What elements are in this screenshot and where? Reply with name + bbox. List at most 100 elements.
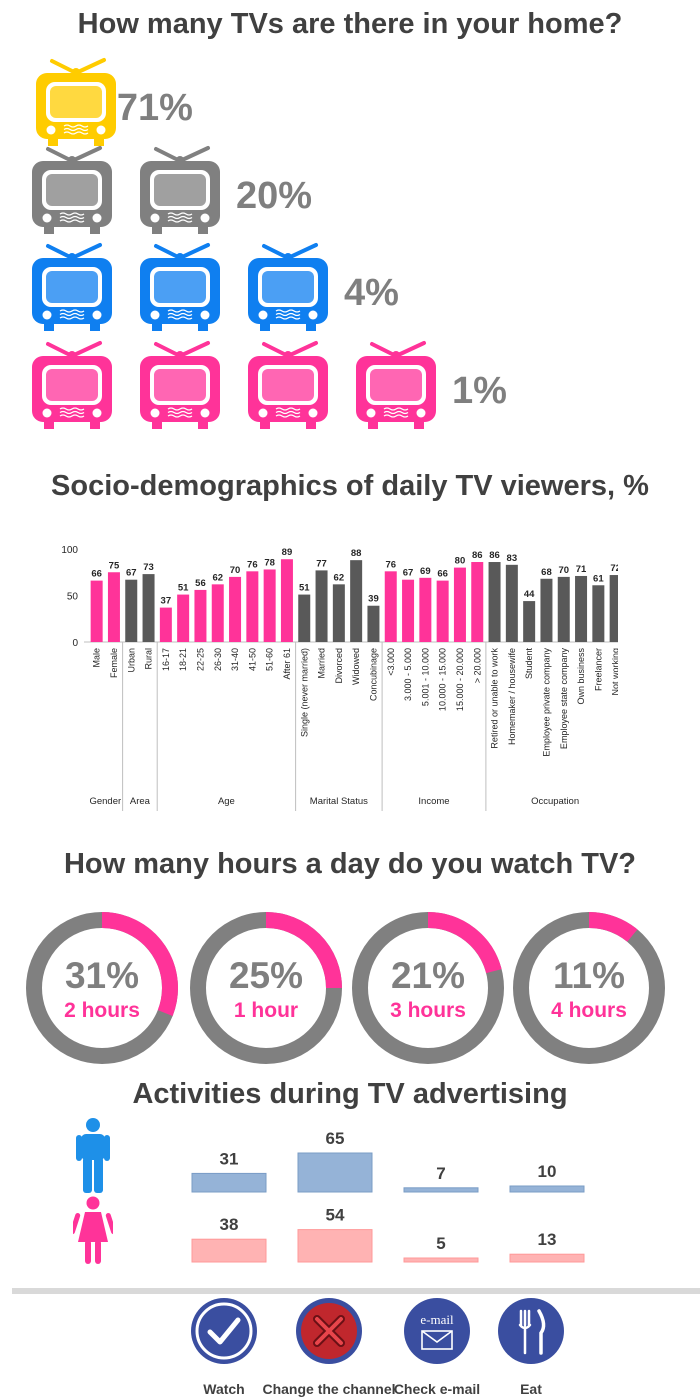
- activity-data-label: 7: [436, 1164, 445, 1183]
- fork-knife-icon: [497, 1297, 565, 1365]
- demo-category-label: 31-40: [230, 648, 240, 671]
- male-activity-bar: [509, 1185, 585, 1193]
- demo-category-label: > 20.000: [472, 648, 482, 683]
- demo-bar: [211, 584, 224, 642]
- male-activity-bar: [191, 1172, 267, 1193]
- cross-icon: [295, 1297, 363, 1365]
- donut-arc: [265, 912, 342, 989]
- demo-category-label: Widowed: [351, 648, 361, 685]
- demo-category-label: Married: [317, 648, 327, 679]
- demo-data-label: 75: [109, 560, 120, 571]
- group-label: Income: [418, 796, 449, 807]
- demo-data-label: 66: [437, 569, 448, 580]
- tv-row-percent: 4%: [344, 272, 399, 314]
- demo-data-label: 44: [524, 589, 535, 600]
- y-tick-label: 50: [67, 592, 79, 603]
- hours-donut: 11% 4 hours: [509, 903, 669, 1073]
- tv-icon: [248, 341, 328, 429]
- demo-bar: [350, 560, 363, 642]
- demo-bar: [609, 575, 618, 642]
- demo-category-label: Single (never married): [299, 648, 309, 737]
- demo-category-label: 15.000 - 20.000: [455, 648, 465, 711]
- demo-bar: [159, 607, 172, 642]
- demo-data-label: 67: [126, 568, 137, 579]
- demo-data-label: 62: [212, 572, 223, 583]
- demo-category-label: Concubinage: [368, 648, 378, 701]
- demo-category-label: <3.000: [386, 648, 396, 676]
- donut-ring: [190, 912, 342, 1064]
- donut-label: 1 hour: [233, 999, 299, 1022]
- tv-icon: [140, 146, 220, 234]
- demo-bar: [453, 567, 466, 642]
- group-label: Gender: [89, 796, 121, 807]
- demo-bar: [505, 564, 518, 642]
- demo-data-label: 51: [178, 583, 189, 594]
- demo-data-label: 80: [455, 556, 466, 567]
- female-activity-bar: [403, 1257, 479, 1263]
- activities-title: Activities during TV advertising: [132, 1078, 568, 1110]
- demo-category-label: Homemaker / housewife: [507, 648, 517, 745]
- demo-category-label: Divorced: [334, 648, 344, 684]
- activity-data-label: 5: [436, 1234, 445, 1253]
- demo-category-label: 3.000 - 5.000: [403, 648, 413, 701]
- footer-label: Change the channel: [262, 1381, 396, 1397]
- demo-data-label: 73: [143, 562, 154, 573]
- hours-donut: 31% 2 hours: [22, 903, 182, 1073]
- donut-arc: [588, 912, 638, 942]
- demo-bar: [384, 571, 397, 642]
- hours-title: How many hours a day do you watch TV?: [63, 848, 637, 880]
- demo-category-label: Rural: [144, 648, 154, 670]
- demo-bar: [107, 572, 120, 642]
- footer-label: Watch: [203, 1381, 245, 1397]
- demo-bar: [263, 569, 276, 642]
- group-label: Marital Status: [310, 796, 368, 807]
- demo-data-label: 76: [385, 559, 396, 570]
- activities-chart: 31 65 7 10 38 54 5 13: [191, 1129, 585, 1263]
- demo-category-label: Female: [109, 648, 119, 678]
- donut-label: 4 hours: [551, 999, 627, 1022]
- tv-icon: [140, 243, 220, 331]
- demo-data-label: 39: [368, 594, 379, 605]
- demo-bar: [315, 570, 328, 642]
- divider: [12, 1288, 700, 1294]
- demo-bar: [402, 579, 415, 642]
- demo-data-label: 77: [316, 558, 327, 569]
- demo-category-label: 16-17: [161, 648, 171, 671]
- tv-icon: [356, 341, 436, 429]
- demo-data-label: 66: [91, 569, 102, 580]
- demo-category-label: 22-25: [195, 648, 205, 671]
- demo-bar: [575, 575, 588, 642]
- donut-percent: 11%: [552, 955, 625, 996]
- tv-row-percent: 20%: [236, 175, 313, 217]
- donut-ring: [352, 912, 504, 1064]
- female-activity-bar: [509, 1253, 585, 1263]
- female-activity-bar: [297, 1229, 373, 1263]
- donut-percent: 31%: [64, 955, 140, 996]
- activity-data-label: 13: [538, 1230, 557, 1249]
- demo-bar: [125, 579, 138, 642]
- donut-ring: [513, 912, 665, 1064]
- demo-bar: [229, 576, 242, 642]
- demo-data-label: 86: [472, 550, 483, 561]
- donut-percent: 21%: [390, 955, 466, 996]
- demo-data-label: 88: [351, 548, 362, 559]
- tv-row-percent: 71%: [116, 87, 193, 129]
- tv-icon: [32, 341, 112, 429]
- demo-bar: [298, 594, 311, 642]
- demo-category-label: Not working: [611, 648, 618, 696]
- demo-data-label: 89: [282, 547, 293, 558]
- activity-data-label: 31: [220, 1149, 239, 1168]
- donut-label: 3 hours: [390, 999, 466, 1022]
- tv-icon: [32, 146, 112, 234]
- demo-data-label: 86: [489, 550, 500, 561]
- demo-category-label: 18-21: [178, 648, 188, 671]
- donut-ring: [26, 912, 178, 1064]
- demo-bar: [177, 594, 190, 642]
- y-tick-label: 0: [72, 638, 78, 649]
- activity-data-label: 54: [326, 1206, 345, 1225]
- male-activity-bar: [403, 1187, 479, 1193]
- demo-data-label: 37: [161, 596, 172, 607]
- checkmark-icon: [190, 1297, 258, 1365]
- demo-data-label: 76: [247, 559, 258, 570]
- demo-data-label: 67: [403, 568, 414, 579]
